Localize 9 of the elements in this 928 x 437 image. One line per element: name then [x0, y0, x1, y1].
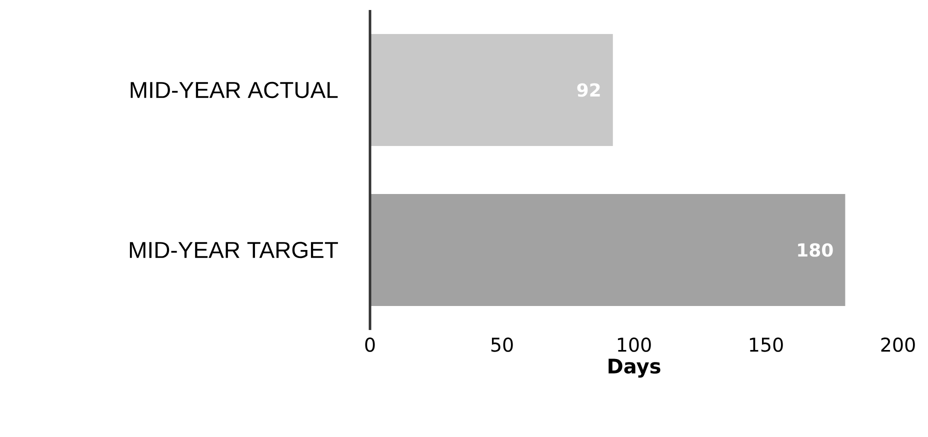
y-tick-label: MID-YEAR TARGET — [130, 242, 338, 258]
x-tick-label: 150 — [750, 338, 783, 352]
x-tick-label: 50 — [491, 338, 513, 352]
x-tick-label: 0 — [365, 338, 375, 352]
x-axis-title: Days — [608, 358, 660, 378]
x-tick-label: 200 — [881, 338, 915, 352]
x-tick-label: 100 — [618, 338, 651, 352]
data-label: 180 — [798, 243, 833, 257]
y-tick-label: MID-YEAR ACTUAL — [130, 82, 338, 98]
